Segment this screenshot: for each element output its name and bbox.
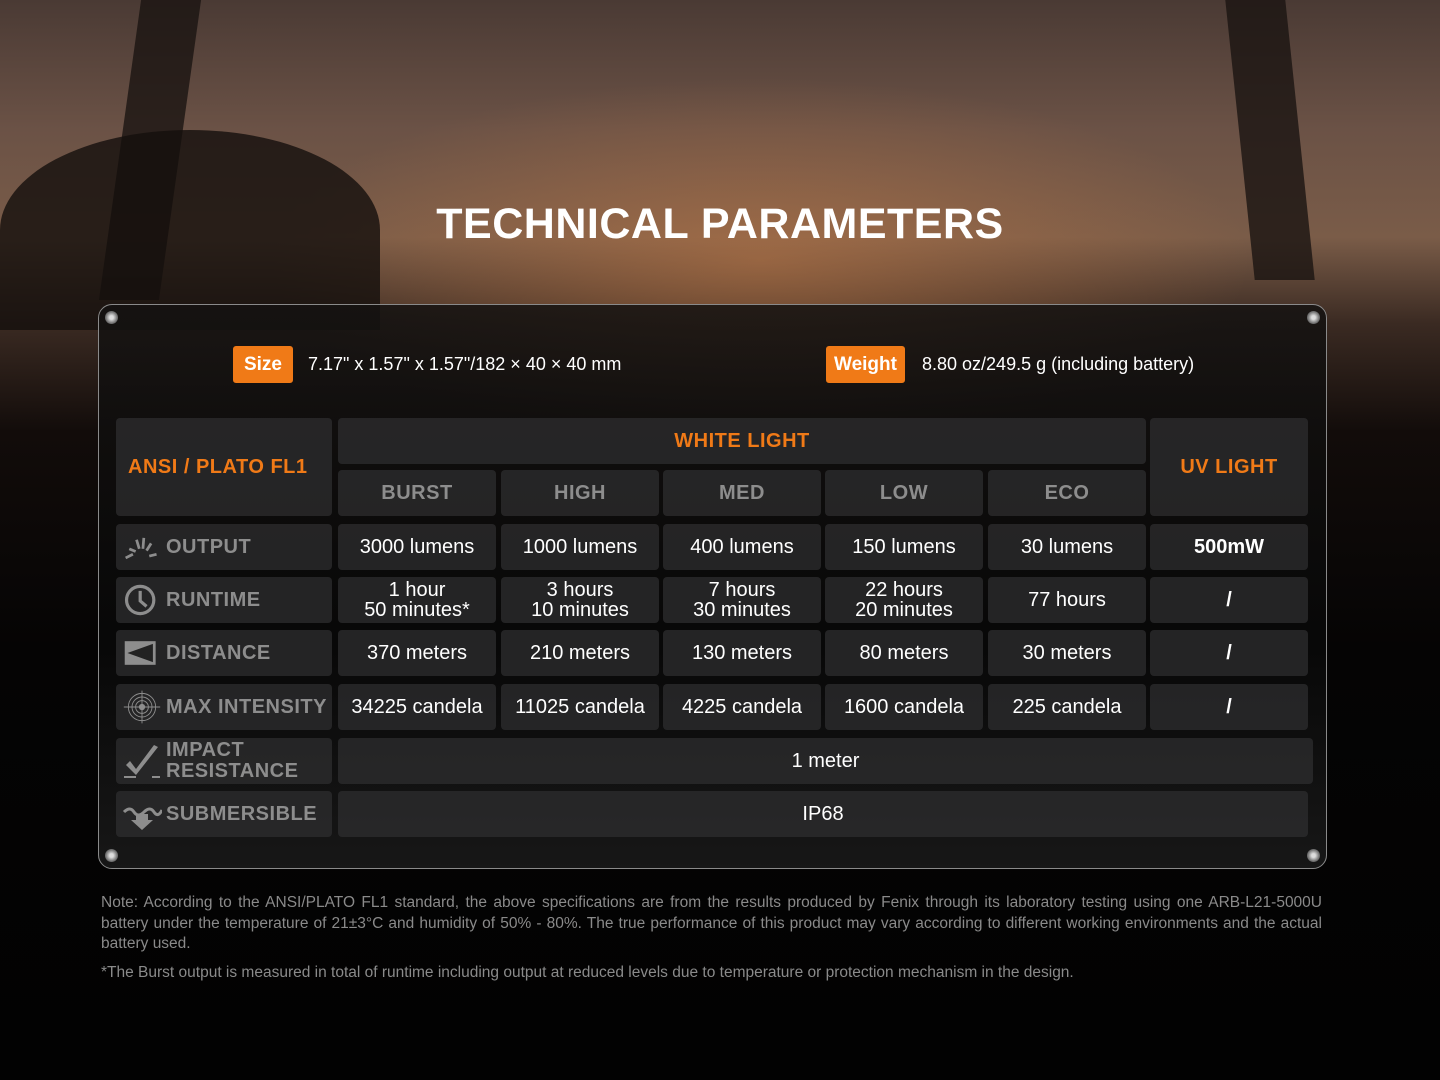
table-cell: 1600 candela (825, 684, 983, 730)
row-label-text: MAX INTENSITY (166, 696, 327, 718)
footnote-text: *The Burst output is measured in total o… (101, 964, 1074, 981)
table-cell: 4225 candela (663, 684, 821, 730)
table-cell: 34225 candela (338, 684, 496, 730)
impact-label-2: RESISTANCE (166, 760, 299, 782)
cell-line: 10 minutes (531, 599, 629, 621)
table-cell: 22 hours 20 minutes (825, 577, 983, 623)
weight-badge: Weight (826, 346, 905, 383)
note-text: Note: According to the ANSI/PLATO FL1 st… (101, 894, 1322, 952)
row-label-impact: IMPACT RESISTANCE (116, 738, 332, 784)
row-label-max-intensity: MAX INTENSITY (116, 684, 332, 730)
row-label-distance: DISTANCE (116, 630, 332, 676)
white-light-header: WHITE LIGHT (338, 418, 1146, 464)
mode-header-med: MED (663, 470, 821, 516)
table-cell: 1 hour 50 minutes* (338, 577, 496, 623)
standard-header: ANSI / PLATO FL1 (116, 418, 332, 516)
table-cell: 30 meters (988, 630, 1146, 676)
water-arrow-icon (122, 807, 162, 830)
table-cell: 210 meters (501, 630, 659, 676)
cell-line: 30 minutes (693, 599, 791, 621)
table-cell: 80 meters (825, 630, 983, 676)
cell-line: 1 hour (388, 579, 446, 601)
impact-label-1: IMPACT (166, 739, 245, 761)
table-cell: 3 hours 10 minutes (501, 577, 659, 623)
uv-cell: 500mW (1150, 524, 1308, 570)
mode-header-burst: BURST (338, 470, 496, 516)
screw-icon (1307, 849, 1320, 862)
mode-header-high: HIGH (501, 470, 659, 516)
uv-light-header: UV LIGHT (1150, 418, 1308, 516)
table-cell: 130 meters (663, 630, 821, 676)
screw-icon (105, 311, 118, 324)
cell-line: 50 minutes* (364, 599, 470, 621)
submersible-label: SUBMERSIBLE (166, 803, 318, 825)
table-cell: 225 candela (988, 684, 1146, 730)
uv-cell: / (1150, 577, 1308, 623)
clock-icon (124, 584, 156, 616)
table-cell: 7 hours 30 minutes (663, 577, 821, 623)
table-cell: 370 meters (338, 630, 496, 676)
cell-line: 7 hours (708, 579, 776, 601)
row-label-text: RUNTIME (166, 589, 261, 611)
size-badge: Size (233, 346, 293, 383)
row-label-text: DISTANCE (166, 642, 271, 664)
mode-header-low: LOW (825, 470, 983, 516)
row-label-text: OUTPUT (166, 536, 252, 558)
mode-header-eco: ECO (988, 470, 1146, 516)
submersible-value: IP68 (338, 791, 1308, 837)
burst-icon (125, 537, 157, 560)
tree-silhouette (0, 130, 380, 330)
size-value: 7.17" x 1.57" x 1.57"/182 × 40 × 40 mm (308, 354, 622, 374)
row-label-output: OUTPUT (116, 524, 332, 570)
cell-line: 22 hours (865, 579, 943, 601)
table-cell: 11025 candela (501, 684, 659, 730)
uv-cell: / (1150, 684, 1308, 730)
table-cell: 1000 lumens (501, 524, 659, 570)
row-label-runtime: RUNTIME (116, 577, 332, 623)
table-cell: 30 lumens (988, 524, 1146, 570)
row-label-submersible: SUBMERSIBLE (116, 791, 332, 837)
cell-line: 77 hours (1028, 589, 1106, 611)
uv-cell: / (1150, 630, 1308, 676)
table-cell: 77 hours (988, 577, 1146, 623)
page-title: TECHNICAL PARAMETERS (436, 200, 1004, 248)
impact-check-icon (124, 745, 160, 778)
beam-distance-icon (124, 641, 156, 665)
cell-line: 20 minutes (855, 599, 953, 621)
table-cell: 400 lumens (663, 524, 821, 570)
weight-value: 8.80 oz/249.5 g (including battery) (922, 354, 1195, 374)
table-cell: 3000 lumens (338, 524, 496, 570)
cell-line: 3 hours (546, 579, 614, 601)
impact-value: 1 meter (338, 738, 1313, 784)
screw-icon (1307, 311, 1320, 324)
screw-icon (105, 849, 118, 862)
table-cell: 150 lumens (825, 524, 983, 570)
target-icon (123, 690, 161, 724)
